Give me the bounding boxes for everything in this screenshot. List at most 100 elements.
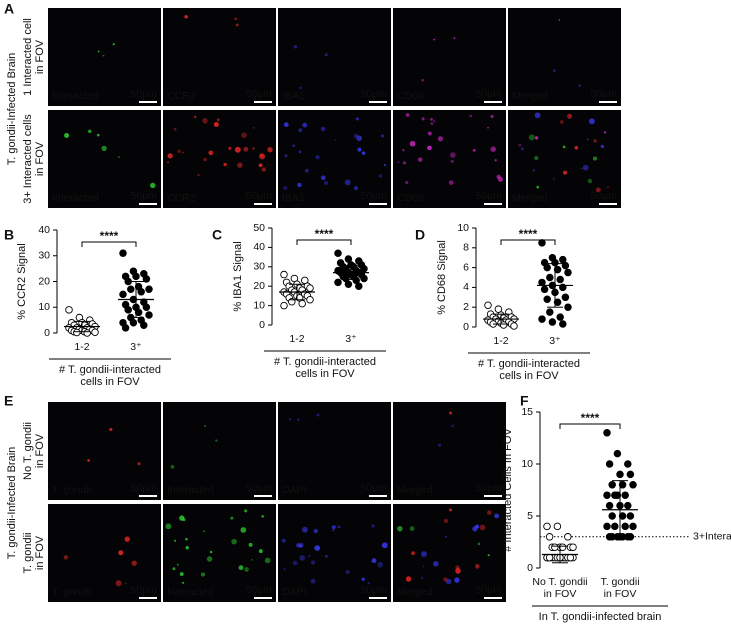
- signal-spot: [252, 126, 255, 129]
- y-tick-label: 6: [463, 261, 469, 273]
- signal-spot: [182, 518, 186, 522]
- data-point: [360, 274, 368, 283]
- y-tick-label: 30: [253, 261, 265, 273]
- signal-spot: [87, 459, 90, 462]
- micrograph: [278, 504, 391, 602]
- signal-spot: [310, 578, 316, 584]
- signal-spot: [176, 563, 179, 566]
- data-point: [134, 308, 143, 317]
- signal-spot: [427, 131, 432, 136]
- signal-spot: [344, 179, 351, 186]
- signal-spot: [243, 146, 249, 152]
- signal-spot: [311, 560, 316, 565]
- signal-spot: [430, 117, 433, 121]
- data-point: [621, 522, 629, 531]
- signal-spot: [444, 535, 447, 538]
- data-point: [569, 543, 577, 551]
- signal-spot: [421, 551, 427, 558]
- row-label: in FOV: [34, 433, 46, 468]
- signal-spot: [237, 162, 243, 168]
- data-point: [73, 328, 81, 337]
- x-axis-label: # T. gondii-interacted: [478, 358, 580, 370]
- row-label: No T. gondii: [22, 422, 34, 480]
- y-tick-label: 50: [253, 222, 265, 234]
- signal-spot: [97, 50, 100, 53]
- y-tick-label: 10: [457, 222, 469, 234]
- panel-letter: D: [415, 227, 425, 243]
- scale-label: 50µm: [591, 190, 618, 202]
- significance-bracket: [296, 239, 352, 245]
- data-point: [119, 249, 127, 257]
- data-point: [553, 265, 562, 274]
- data-point: [538, 315, 546, 323]
- data-point: [558, 543, 567, 551]
- signal-spot: [430, 122, 434, 126]
- channel-label: Merged: [397, 484, 433, 496]
- signal-spot: [437, 136, 444, 142]
- data-point: [298, 299, 306, 308]
- y-tick-label: 5: [527, 510, 533, 522]
- micrograph: [393, 8, 506, 106]
- signal-spot: [356, 135, 363, 142]
- row-label: in FOV: [34, 535, 46, 570]
- signal-spot: [331, 525, 336, 530]
- signal-spot: [582, 164, 589, 171]
- signal-spot: [264, 557, 271, 564]
- y-tick-label: 15: [521, 406, 533, 418]
- row-label: in FOV: [34, 39, 46, 74]
- signal-spot: [353, 133, 358, 139]
- signal-spot: [283, 122, 289, 128]
- micrograph: [393, 402, 506, 500]
- signal-spot: [536, 185, 540, 189]
- y-tick-label: 10: [521, 458, 533, 470]
- signal-spot: [371, 524, 375, 528]
- y-tick-label: 20: [38, 275, 50, 287]
- data-point: [132, 272, 140, 281]
- data-point: [626, 533, 635, 541]
- signal-spot: [179, 572, 184, 577]
- data-point: [561, 293, 570, 302]
- scale-label: 50µm: [361, 482, 388, 494]
- signal-spot: [454, 577, 460, 583]
- signal-spot: [234, 146, 241, 153]
- y-tick-label: 2: [463, 301, 469, 313]
- micrograph: [163, 8, 276, 106]
- data-point: [119, 290, 127, 299]
- significance-label: ****: [581, 411, 600, 425]
- scale-label: 50µm: [246, 584, 273, 596]
- signal-spot: [361, 577, 365, 581]
- signal-spot: [223, 162, 227, 167]
- signal-spot: [200, 572, 206, 577]
- data-point: [618, 512, 627, 520]
- signal-spot: [334, 139, 337, 141]
- signal-spot: [258, 549, 263, 554]
- signal-spot: [433, 38, 436, 41]
- x-tick-label: 1-2: [74, 341, 89, 353]
- signal-spot: [194, 115, 197, 118]
- signal-spot: [316, 413, 320, 417]
- channel-label: T. gondii: [52, 484, 91, 496]
- y-tick-label: 10: [253, 299, 265, 311]
- signal-spot: [534, 155, 539, 161]
- signal-spot: [88, 129, 92, 134]
- micrograph: [163, 110, 276, 208]
- scale-label: 50µm: [131, 190, 158, 202]
- signal-spot: [209, 550, 213, 554]
- signal-spot: [302, 122, 308, 128]
- data-point: [543, 522, 551, 531]
- scale-label: 50µm: [131, 584, 158, 596]
- signal-spot: [552, 69, 556, 73]
- signal-spot: [574, 145, 579, 150]
- signal-spot: [422, 565, 425, 568]
- data-point: [564, 268, 572, 277]
- signal-spot: [409, 526, 415, 531]
- signal-spot: [301, 526, 308, 533]
- signal-spot: [296, 542, 301, 548]
- x-tick-label: in FOV: [544, 588, 577, 600]
- scale-label: 50µm: [246, 482, 273, 494]
- x-axis-label: # T. gondii-interacted: [274, 356, 376, 368]
- signal-spot: [453, 37, 456, 40]
- significance-bracket: [81, 241, 137, 247]
- signal-spot: [451, 424, 455, 428]
- channel-label: Merged: [512, 90, 548, 102]
